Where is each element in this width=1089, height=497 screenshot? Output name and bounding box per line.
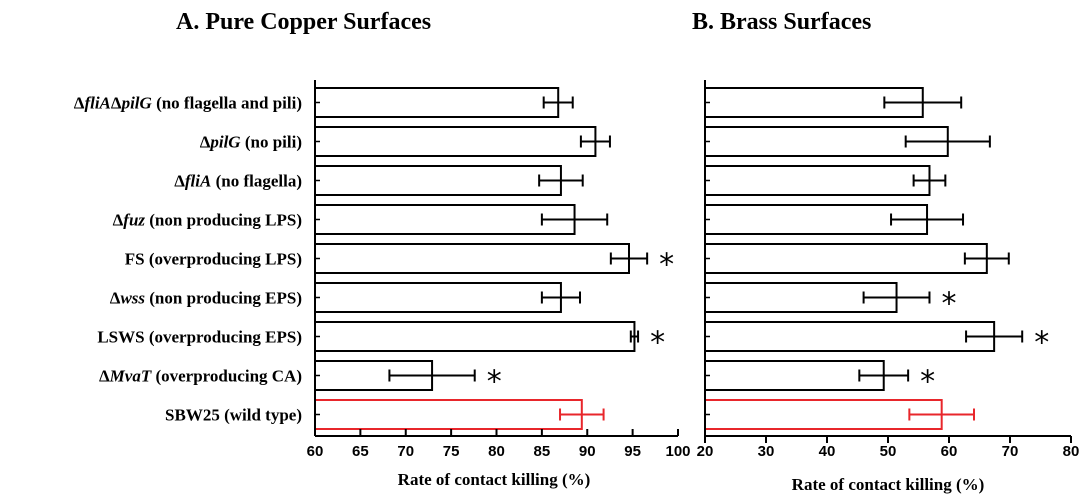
x-tick-label: 70 [397, 443, 414, 460]
x-tick-label: 95 [624, 443, 641, 460]
bar [314, 204, 576, 235]
bar [704, 399, 943, 430]
panel-b-brass: B. Brass Surfaces * * * 20 30 40 50 60 70 80 Rat… [692, 9, 1079, 494]
category-label-part: MvaT [109, 367, 152, 386]
x-tick-label: 90 [579, 443, 596, 460]
category-label-part: fuz [123, 211, 145, 230]
category-label: ΔMvaT (overproducing CA) [99, 367, 302, 386]
x-tick-label: 40 [819, 443, 836, 460]
x-tick-label: 80 [488, 443, 505, 460]
significance-star: * [920, 365, 935, 400]
bar [704, 165, 931, 196]
significance-star: * [650, 326, 665, 361]
category-label-part: pilG [120, 94, 153, 113]
panel-b-bars: * * * [704, 87, 1049, 430]
category-label-part: Δ [74, 94, 85, 113]
x-tick-label: 75 [443, 443, 460, 460]
category-label-part: fliA [84, 94, 110, 113]
category-label: ΔpilG (no pili) [200, 133, 302, 152]
significance-star: * [941, 287, 956, 322]
panel-b-axis: 20 30 40 50 60 70 80 [697, 80, 1080, 460]
panel-a-axis: 60 65 70 75 80 85 90 95 100 [307, 80, 691, 460]
x-tick-label: 80 [1063, 443, 1080, 460]
category-label: FS (overproducing LPS) [125, 250, 302, 269]
bar [314, 399, 583, 430]
category-label-part: (non producing EPS) [145, 289, 302, 308]
bar [704, 243, 988, 274]
x-tick-label: 85 [534, 443, 551, 460]
panel-a-copper: A. Pure Copper Surfaces ΔfliAΔpilG (no f… [74, 9, 691, 489]
category-label-part: Δ [99, 367, 110, 386]
category-label-part: Δ [174, 172, 185, 191]
x-tick-label: 50 [880, 443, 897, 460]
x-tick-label: 60 [307, 443, 324, 460]
category-label-part: LSWS (overproducing EPS) [97, 328, 302, 347]
category-label: LSWS (overproducing EPS) [97, 328, 302, 347]
category-label-part: (no flagella and pili) [152, 94, 302, 113]
category-label-part: (non producing LPS) [145, 211, 302, 230]
bar [314, 87, 560, 118]
bar [314, 243, 630, 274]
bar [314, 321, 636, 352]
significance-star: * [487, 365, 502, 400]
category-label-part: Δ [110, 289, 121, 308]
category-label-part: FS (overproducing LPS) [125, 250, 302, 269]
significance-star: * [659, 248, 674, 283]
category-label-part: Δ [111, 94, 122, 113]
x-tick-label: 20 [697, 443, 714, 460]
bar [704, 360, 885, 391]
category-label-part: Δ [200, 133, 211, 152]
bar [704, 321, 996, 352]
category-label-part: (no pili) [241, 133, 302, 152]
category-label-part: (overproducing CA) [151, 367, 302, 386]
category-label-part: wss [120, 289, 145, 308]
category-label-part: (no flagella) [211, 172, 302, 191]
x-tick-label: 70 [1002, 443, 1019, 460]
category-label-part: pilG [208, 133, 241, 152]
category-label-part: Δ [113, 211, 124, 230]
category-labels: ΔfliAΔpilG (no flagella and pili)ΔpilG (… [74, 94, 302, 425]
panel-b-title: B. Brass Surfaces [692, 9, 871, 35]
category-label: Δwss (non producing EPS) [110, 289, 302, 308]
category-label: ΔfliA (no flagella) [174, 172, 302, 191]
category-label: SBW25 (wild type) [165, 406, 302, 425]
x-tick-label: 65 [352, 443, 369, 460]
panel-a-xlabel: Rate of contact killing (%) [398, 470, 591, 489]
bar [314, 126, 597, 157]
panel-b-xlabel: Rate of contact killing (%) [792, 475, 985, 494]
category-label: ΔfliAΔpilG (no flagella and pili) [74, 94, 302, 113]
panel-a-bars: * * * [314, 87, 674, 430]
panel-a-title: A. Pure Copper Surfaces [176, 9, 431, 35]
category-label-part: SBW25 (wild type) [165, 406, 302, 425]
x-tick-label: 30 [758, 443, 775, 460]
x-tick-label: 100 [665, 443, 690, 460]
bar [314, 282, 562, 313]
x-tick-label: 60 [941, 443, 958, 460]
category-label: Δfuz (non producing LPS) [113, 211, 302, 230]
significance-star: * [1034, 326, 1049, 361]
bar [314, 165, 562, 196]
category-label-part: fliA [185, 172, 211, 191]
